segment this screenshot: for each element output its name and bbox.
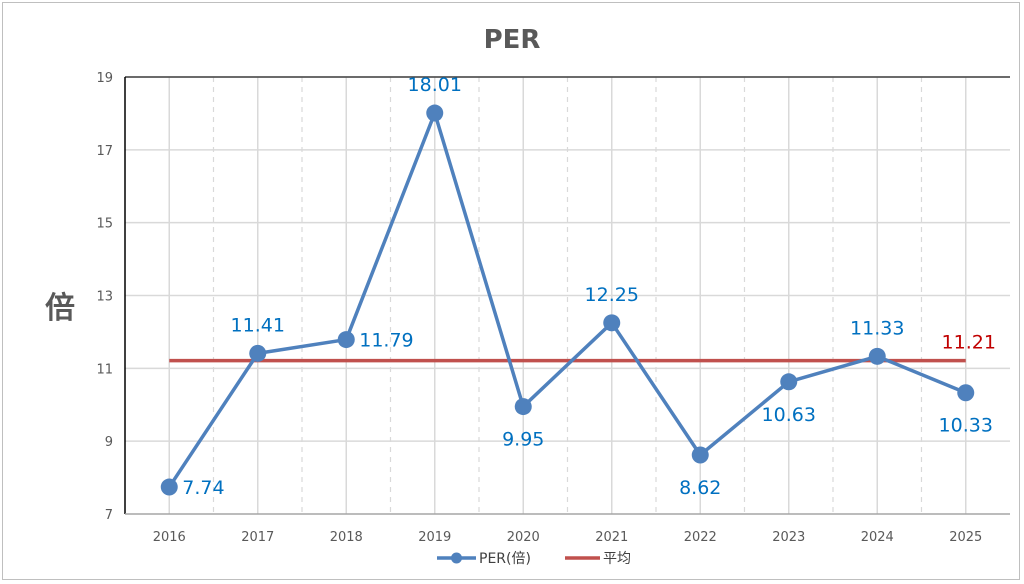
per-data-label: 11.33 xyxy=(850,317,904,339)
per-data-label: 8.62 xyxy=(679,477,721,499)
legend-per-label: PER(倍) xyxy=(479,551,531,567)
per-data-label: 12.25 xyxy=(585,284,639,306)
x-tick-label: 2025 xyxy=(949,530,982,545)
x-tick-label: 2017 xyxy=(241,530,274,545)
per-marker xyxy=(603,314,621,332)
x-tick-label: 2020 xyxy=(507,530,540,545)
per-marker xyxy=(868,347,886,365)
per-data-label: 11.79 xyxy=(359,330,413,352)
y-axis-label: 倍 xyxy=(45,291,75,326)
x-tick-label: 2016 xyxy=(153,530,186,545)
per-marker xyxy=(426,104,444,122)
chart-title: PER xyxy=(484,25,541,55)
per-data-label: 7.74 xyxy=(182,477,224,499)
legend-average-label: 平均 xyxy=(603,551,631,567)
x-tick-label: 2018 xyxy=(330,530,363,545)
y-tick-label: 9 xyxy=(105,435,113,450)
per-line xyxy=(167,111,967,489)
per-data-label: 9.95 xyxy=(502,429,544,451)
y-tick-label: 19 xyxy=(96,71,113,86)
per-marker xyxy=(780,373,798,391)
y-tick-label: 7 xyxy=(105,508,113,523)
per-marker xyxy=(160,478,178,496)
y-tick-label: 17 xyxy=(96,144,113,159)
per-marker xyxy=(514,398,532,416)
x-tick-label: 2023 xyxy=(772,530,805,545)
per-marker xyxy=(957,384,975,402)
y-tick-label: 11 xyxy=(96,362,113,377)
average-label: 11.21 xyxy=(942,332,996,354)
per-data-label: 10.63 xyxy=(762,404,816,426)
y-tick-label: 13 xyxy=(96,290,113,305)
per-data-label: 11.41 xyxy=(231,314,285,336)
per-marker xyxy=(249,344,267,362)
x-tick-label: 2019 xyxy=(418,530,451,545)
x-tick-label: 2021 xyxy=(595,530,628,545)
x-tick-label: 2022 xyxy=(684,530,717,545)
per-marker xyxy=(337,331,355,349)
x-tick-label: 2024 xyxy=(861,530,894,545)
per-data-label: 18.01 xyxy=(408,74,462,96)
legend-per-marker xyxy=(451,552,462,564)
y-tick-label: 15 xyxy=(96,217,113,232)
per-data-label: 10.33 xyxy=(939,415,993,437)
per-marker xyxy=(691,446,709,464)
